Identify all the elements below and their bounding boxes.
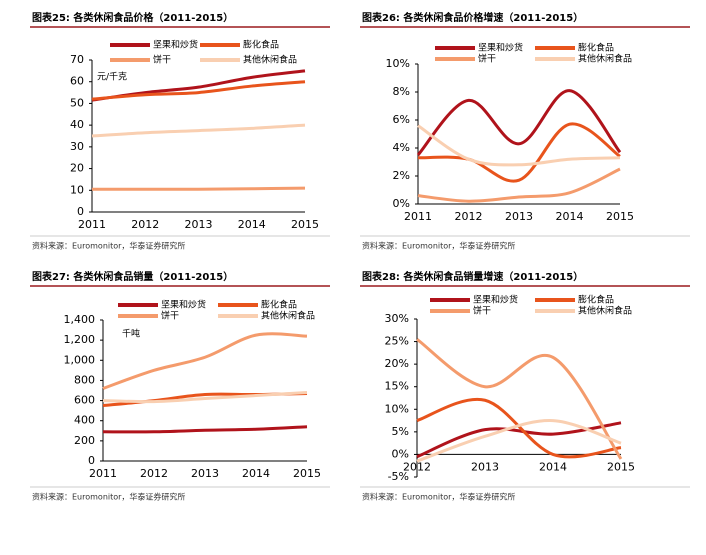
chart-title: 图表26: 各类休闲食品价格增速（2011-2015）: [362, 11, 583, 24]
y-tick-label: 10: [70, 183, 84, 196]
y-tick-label: 15%: [385, 380, 409, 393]
y-tick-label: 4%: [393, 141, 410, 154]
unit-label: 千吨: [122, 328, 140, 340]
series-line: [91, 80, 306, 101]
y-tick-label: 10%: [385, 402, 409, 415]
source-note: 资料来源：Euromonitor，华泰证券研究所: [32, 241, 185, 251]
x-tick-label: 2011: [404, 210, 432, 223]
x-tick-label: 2015: [293, 467, 321, 480]
legend-label: 坚果和炒货: [473, 294, 518, 306]
legend-label: 其他休闲食品: [261, 310, 315, 322]
y-tick-label: 0: [88, 454, 95, 467]
x-tick-label: 2012: [455, 210, 483, 223]
series-line: [91, 186, 306, 191]
y-tick-label: 6%: [393, 113, 410, 126]
x-tick-label: 2015: [607, 460, 635, 473]
series-line: [102, 425, 308, 434]
legend-label: 饼干: [478, 53, 496, 65]
legend-label: 坚果和炒货: [478, 42, 523, 54]
legend-label: 膨化食品: [578, 294, 614, 306]
chart-title: 图表25: 各类休闲食品价格（2011-2015）: [32, 11, 233, 24]
y-tick-label: 30: [70, 140, 84, 153]
y-tick-label: 400: [74, 414, 95, 427]
legend-label: 膨化食品: [261, 299, 297, 311]
series-line: [416, 421, 622, 459]
y-tick-label: 2%: [393, 169, 410, 182]
unit-label: 元/千克: [97, 72, 127, 83]
legend-label: 饼干: [153, 54, 171, 66]
x-tick-label: 2014: [539, 460, 567, 473]
y-tick-label: 200: [74, 434, 95, 447]
y-tick-label: 20: [70, 162, 84, 175]
y-tick-label: 0%: [393, 197, 410, 210]
y-tick-label: 8%: [393, 85, 410, 98]
y-tick-label: 0%: [392, 447, 409, 460]
y-tick-label: 50: [70, 96, 84, 109]
source-note: 资料来源：Euromonitor，华泰证券研究所: [362, 492, 515, 502]
source-note: 资料来源：Euromonitor，华泰证券研究所: [362, 241, 515, 251]
series-line: [102, 391, 308, 404]
legend-label: 膨化食品: [243, 39, 279, 51]
series-line: [91, 123, 306, 138]
x-tick-label: 2012: [131, 218, 159, 231]
y-tick-label: 5%: [392, 425, 409, 438]
y-tick-label: 1,400: [64, 313, 96, 326]
x-tick-label: 2013: [471, 460, 499, 473]
series-line: [417, 124, 621, 167]
x-tick-label: 2013: [191, 467, 219, 480]
series-line: [416, 338, 623, 460]
legend-label: 膨化食品: [578, 42, 614, 54]
x-tick-label: 2011: [89, 467, 117, 480]
chart-title: 图表27: 各类休闲食品销量（2011-2015）: [32, 270, 233, 283]
y-tick-label: 20%: [385, 357, 409, 370]
source-note: 资料来源：Euromonitor，华泰证券研究所: [32, 492, 185, 502]
y-tick-label: 600: [74, 394, 95, 407]
legend-label: 其他休闲食品: [243, 54, 297, 66]
y-tick-label: 40: [70, 118, 84, 131]
series-line: [102, 332, 308, 390]
series-line: [417, 167, 621, 203]
y-tick-label: 0: [77, 205, 84, 218]
x-tick-label: 2013: [185, 218, 213, 231]
legend-label: 其他休闲食品: [578, 305, 632, 317]
series-line: [416, 89, 622, 157]
y-tick-label: -5%: [388, 470, 409, 483]
y-tick-label: 25%: [385, 335, 409, 348]
y-tick-label: 60: [70, 75, 84, 88]
x-tick-label: 2015: [291, 218, 319, 231]
x-tick-label: 2014: [556, 210, 584, 223]
legend-label: 坚果和炒货: [153, 39, 198, 51]
series-line: [416, 419, 622, 463]
y-tick-label: 800: [74, 373, 95, 386]
y-tick-label: 70: [70, 53, 84, 66]
x-tick-label: 2012: [140, 467, 168, 480]
legend-label: 饼干: [473, 305, 491, 317]
chart-title: 图表28: 各类休闲食品销量增速（2011-2015）: [362, 270, 583, 283]
x-tick-label: 2011: [78, 218, 106, 231]
legend-label: 饼干: [161, 310, 179, 322]
y-tick-label: 30%: [385, 312, 409, 325]
y-tick-label: 1,000: [64, 353, 96, 366]
x-tick-label: 2013: [505, 210, 533, 223]
legend-label: 坚果和炒货: [161, 299, 206, 311]
y-tick-label: 10%: [386, 57, 410, 70]
x-tick-label: 2012: [403, 460, 431, 473]
series-line: [417, 122, 621, 183]
legend-label: 其他休闲食品: [578, 53, 632, 65]
y-tick-label: 1,200: [64, 333, 96, 346]
x-tick-label: 2014: [238, 218, 266, 231]
x-tick-label: 2015: [606, 210, 634, 223]
x-tick-label: 2014: [242, 467, 270, 480]
